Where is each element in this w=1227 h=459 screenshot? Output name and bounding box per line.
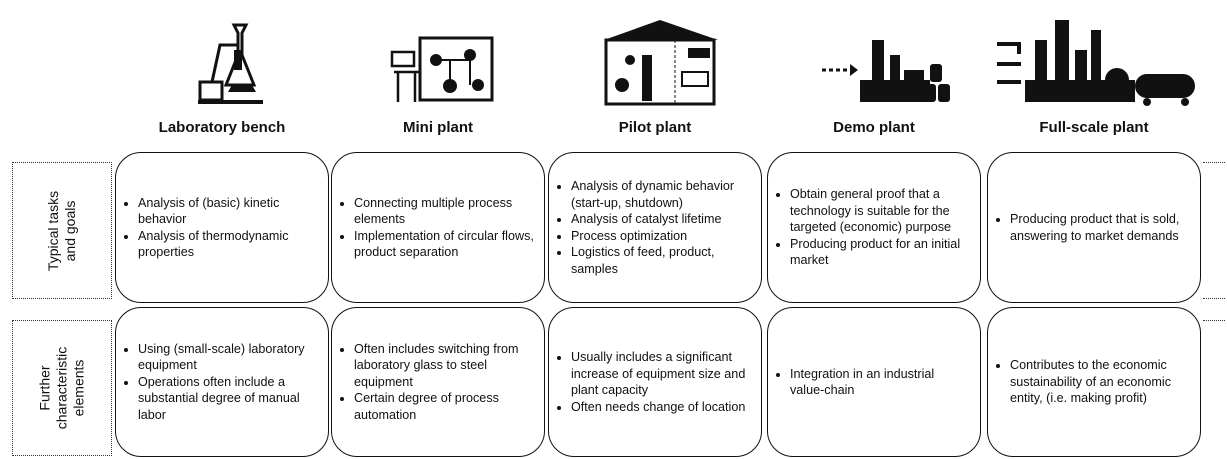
- full-icon: [997, 20, 1195, 106]
- row-label: Typical tasks and goals: [12, 162, 112, 299]
- dotted-line: [1203, 298, 1225, 299]
- column-title: Full-scale plant: [1039, 119, 1149, 136]
- bullet: Producing product for an initial market: [790, 236, 970, 269]
- cell: Often includes switching from laboratory…: [331, 307, 545, 457]
- bullet: Analysis of catalyst lifetime: [571, 211, 751, 228]
- bullet: Integration in an industrial value-chain: [790, 366, 970, 399]
- bullet-list: Obtain general proof that a technology i…: [768, 186, 980, 269]
- bullet-list: Contributes to the economic sustainabili…: [988, 357, 1200, 407]
- cell: Obtain general proof that a technology i…: [767, 152, 981, 303]
- row-label-line: characteristic: [53, 346, 70, 430]
- cell: Analysis of (basic) kinetic behaviorAnal…: [115, 152, 329, 303]
- cell: Analysis of dynamic behavior (start-up, …: [548, 152, 762, 303]
- cell: Using (small-scale) laboratory equipment…: [115, 307, 329, 457]
- row-label: Further characteristic elements: [12, 320, 112, 456]
- row-label-text: Typical tasks and goals: [45, 190, 79, 270]
- bullet-list: Analysis of (basic) kinetic behaviorAnal…: [116, 195, 328, 261]
- bullet: Certain degree of process automation: [354, 390, 534, 423]
- demo-icon: [822, 40, 950, 102]
- bullet-list: Often includes switching from laboratory…: [332, 341, 544, 424]
- pilot-icon: [604, 20, 718, 106]
- lab-icon: [198, 23, 263, 104]
- bullet: Obtain general proof that a technology i…: [790, 186, 970, 236]
- bullet: Process optimization: [571, 228, 751, 245]
- cell: Connecting multiple process elementsImpl…: [331, 152, 545, 303]
- cell: Contributes to the economic sustainabili…: [987, 307, 1201, 457]
- dotted-line: [1203, 162, 1225, 163]
- column-title: Laboratory bench: [158, 119, 286, 136]
- bullet: Often needs change of location: [571, 399, 751, 416]
- bullet-list: Producing product that is sold, answerin…: [988, 211, 1200, 244]
- bullet: Usually includes a significant increase …: [571, 349, 751, 399]
- cell: Integration in an industrial value-chain: [767, 307, 981, 457]
- column-title: Demo plant: [833, 119, 915, 136]
- row-label-line: Further: [36, 365, 53, 411]
- row-label-text: Further characteristic elements: [37, 347, 88, 429]
- cell: Usually includes a significant increase …: [548, 307, 762, 457]
- cell: Producing product that is sold, answerin…: [987, 152, 1201, 303]
- column-title: Pilot plant: [618, 119, 692, 136]
- bullet: Analysis of (basic) kinetic behavior: [138, 195, 318, 228]
- bullet: Analysis of dynamic behavior (start-up, …: [571, 178, 751, 211]
- row-label-line: elements: [70, 359, 87, 417]
- bullet-list: Connecting multiple process elementsImpl…: [332, 195, 544, 261]
- bullet: Contributes to the economic sustainabili…: [1010, 357, 1190, 407]
- bullet: Connecting multiple process elements: [354, 195, 534, 228]
- row-label-line: Typical tasks: [45, 190, 61, 271]
- bullet-list: Integration in an industrial value-chain: [768, 366, 980, 399]
- bullet-list: Analysis of dynamic behavior (start-up, …: [549, 178, 761, 277]
- bullet: Logistics of feed, product, samples: [571, 244, 751, 277]
- bullet: Producing product that is sold, answerin…: [1010, 211, 1190, 244]
- row-label-line: and goals: [62, 200, 78, 261]
- bullet: Operations often include a substantial d…: [138, 374, 318, 424]
- bullet: Implementation of circular flows, produc…: [354, 228, 534, 261]
- dotted-line: [1203, 320, 1225, 321]
- mini-icon: [390, 36, 494, 102]
- column-title: Mini plant: [403, 119, 473, 136]
- bullet-list: Using (small-scale) laboratory equipment…: [116, 341, 328, 424]
- bullet: Often includes switching from laboratory…: [354, 341, 534, 391]
- bullet: Analysis of thermodynamic properties: [138, 228, 318, 261]
- bullet-list: Usually includes a significant increase …: [549, 349, 761, 415]
- bullet: Using (small-scale) laboratory equipment: [138, 341, 318, 374]
